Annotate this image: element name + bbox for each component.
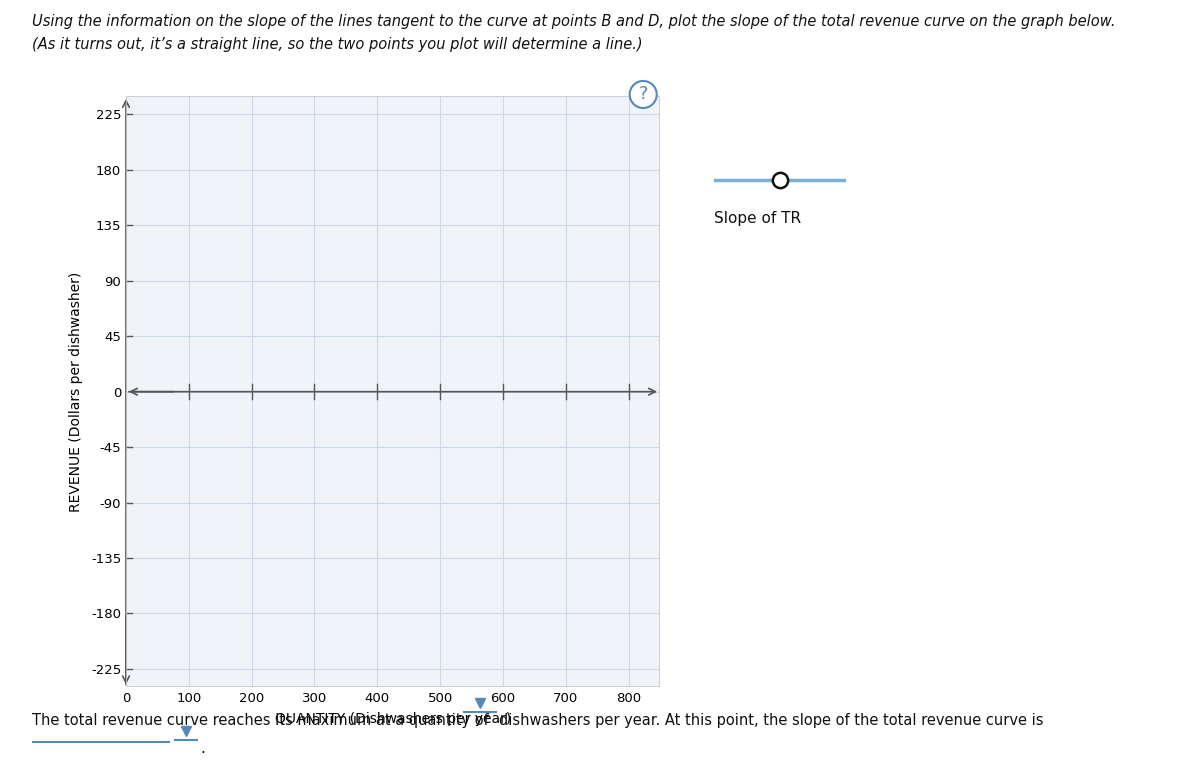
- X-axis label: QUANTITY (Dishwashers per year): QUANTITY (Dishwashers per year): [275, 712, 511, 727]
- Bar: [126, 96, 660, 687]
- Text: .: .: [200, 741, 205, 756]
- Text: Using the information on the slope of the lines tangent to the curve at points B: Using the information on the slope of th…: [32, 14, 1116, 29]
- Text: The total revenue curve reaches its maximum at a quantity of: The total revenue curve reaches its maxi…: [32, 713, 490, 728]
- Text: (As it turns out, it’s a straight line, so the two points you plot will determin: (As it turns out, it’s a straight line, …: [32, 37, 643, 52]
- Text: ?: ?: [638, 85, 648, 104]
- Text: dishwashers per year. At this point, the slope of the total revenue curve is: dishwashers per year. At this point, the…: [499, 713, 1044, 728]
- Y-axis label: REVENUE (Dollars per dishwasher): REVENUE (Dollars per dishwasher): [68, 272, 83, 511]
- Text: Slope of TR: Slope of TR: [714, 211, 802, 227]
